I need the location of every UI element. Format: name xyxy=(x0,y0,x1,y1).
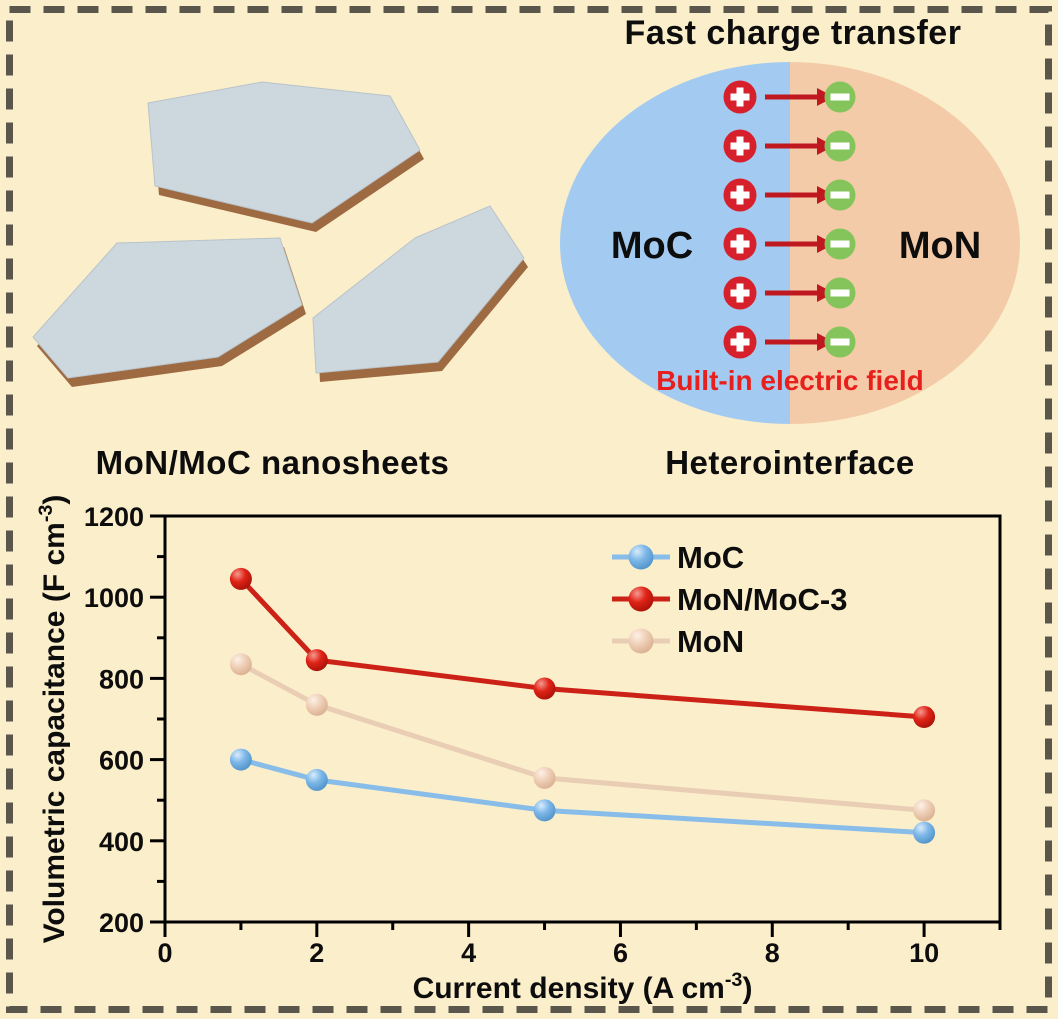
svg-text:8: 8 xyxy=(765,938,780,968)
plus-icon xyxy=(723,129,757,163)
charge-pair xyxy=(723,129,856,163)
svg-text:10: 10 xyxy=(909,938,939,968)
charge-pair xyxy=(723,80,856,114)
mon-region-label: MoN xyxy=(899,225,981,267)
minus-icon xyxy=(824,179,856,211)
charge-transfer-title: Fast charge transfer xyxy=(624,14,962,52)
legend-label: MoN xyxy=(677,624,744,659)
data-point xyxy=(305,768,328,791)
x-axis-title: Current density (A cm-3) xyxy=(413,969,753,1005)
data-point xyxy=(533,799,556,822)
minus-icon xyxy=(824,277,856,309)
svg-text:0: 0 xyxy=(157,938,172,968)
charge-pair xyxy=(723,227,856,261)
svg-text:2: 2 xyxy=(309,938,324,968)
legend-item-MoC: MoC xyxy=(612,540,744,575)
nanosheet-3 xyxy=(312,205,528,382)
heterointerface-diagram: MoC MoN Built-in electric field xyxy=(560,62,1020,424)
svg-text:400: 400 xyxy=(99,827,144,857)
data-point xyxy=(229,653,252,676)
series-MoC xyxy=(229,748,936,844)
nanosheet-1 xyxy=(147,81,424,232)
minus-icon xyxy=(824,130,856,162)
nanosheet-shapes xyxy=(32,81,528,387)
legend-marker xyxy=(628,586,654,612)
plus-icon xyxy=(723,325,757,359)
data-point xyxy=(533,677,556,700)
nanosheets-caption: MoN/MoC nanosheets xyxy=(95,444,450,481)
legend-marker xyxy=(628,628,654,654)
hetero-caption: Heterointerface xyxy=(665,444,915,481)
svg-text:600: 600 xyxy=(99,746,144,776)
y-axis-ticks xyxy=(150,514,165,924)
svg-text:6: 6 xyxy=(613,938,628,968)
legend-item-MoN/MoC-3: MoN/MoC-3 xyxy=(612,582,847,617)
y-tick-labels: 200 400 600 800 1000 1200 xyxy=(84,502,144,938)
x-tick-labels: 0 2 4 6 8 10 xyxy=(157,938,939,968)
nanosheets-illustration xyxy=(32,81,528,387)
charge-pair xyxy=(723,178,856,212)
legend-label: MoC xyxy=(677,540,744,575)
series-MoN/MoC-3 xyxy=(229,567,936,728)
nanosheet-2 xyxy=(32,237,306,387)
charge-pair xyxy=(723,325,856,359)
plus-icon xyxy=(723,178,757,212)
minus-icon xyxy=(824,326,856,358)
data-point xyxy=(913,821,936,844)
heterointerface-shapes xyxy=(560,62,1020,424)
svg-text:800: 800 xyxy=(99,664,144,694)
legend-label: MoN/MoC-3 xyxy=(677,582,847,617)
series-MoN xyxy=(229,653,936,822)
minus-icon xyxy=(824,228,856,260)
data-point xyxy=(913,799,936,822)
plus-icon xyxy=(723,227,757,261)
svg-text:4: 4 xyxy=(461,938,476,968)
data-point xyxy=(913,705,936,728)
minus-icon xyxy=(824,81,856,113)
data-point xyxy=(305,649,328,672)
moc-region-label: MoC xyxy=(611,225,693,267)
data-point xyxy=(229,567,252,590)
capacitance-chart: 0 2 4 6 8 10 200 400 600 800 1000 1200 Current densi… xyxy=(35,495,1002,1005)
built-in-field-label: Built-in electric field xyxy=(656,365,924,396)
svg-text:1000: 1000 xyxy=(84,583,144,613)
legend: MoC MoN/MoC-3 MoN xyxy=(612,540,847,659)
charge-pair xyxy=(723,276,856,310)
svg-text:200: 200 xyxy=(99,908,144,938)
data-point xyxy=(305,693,328,716)
plot-frame xyxy=(163,514,1002,924)
plus-icon xyxy=(723,276,757,310)
plus-icon xyxy=(723,80,757,114)
legend-item-MoN: MoN xyxy=(612,624,744,659)
svg-text:1200: 1200 xyxy=(84,502,144,532)
data-point xyxy=(229,748,252,771)
data-point xyxy=(533,766,556,789)
legend-marker xyxy=(628,544,654,570)
y-axis-title: Volumetric capacitance (F cm-3) xyxy=(35,495,71,944)
x-axis-ticks xyxy=(163,922,1002,937)
